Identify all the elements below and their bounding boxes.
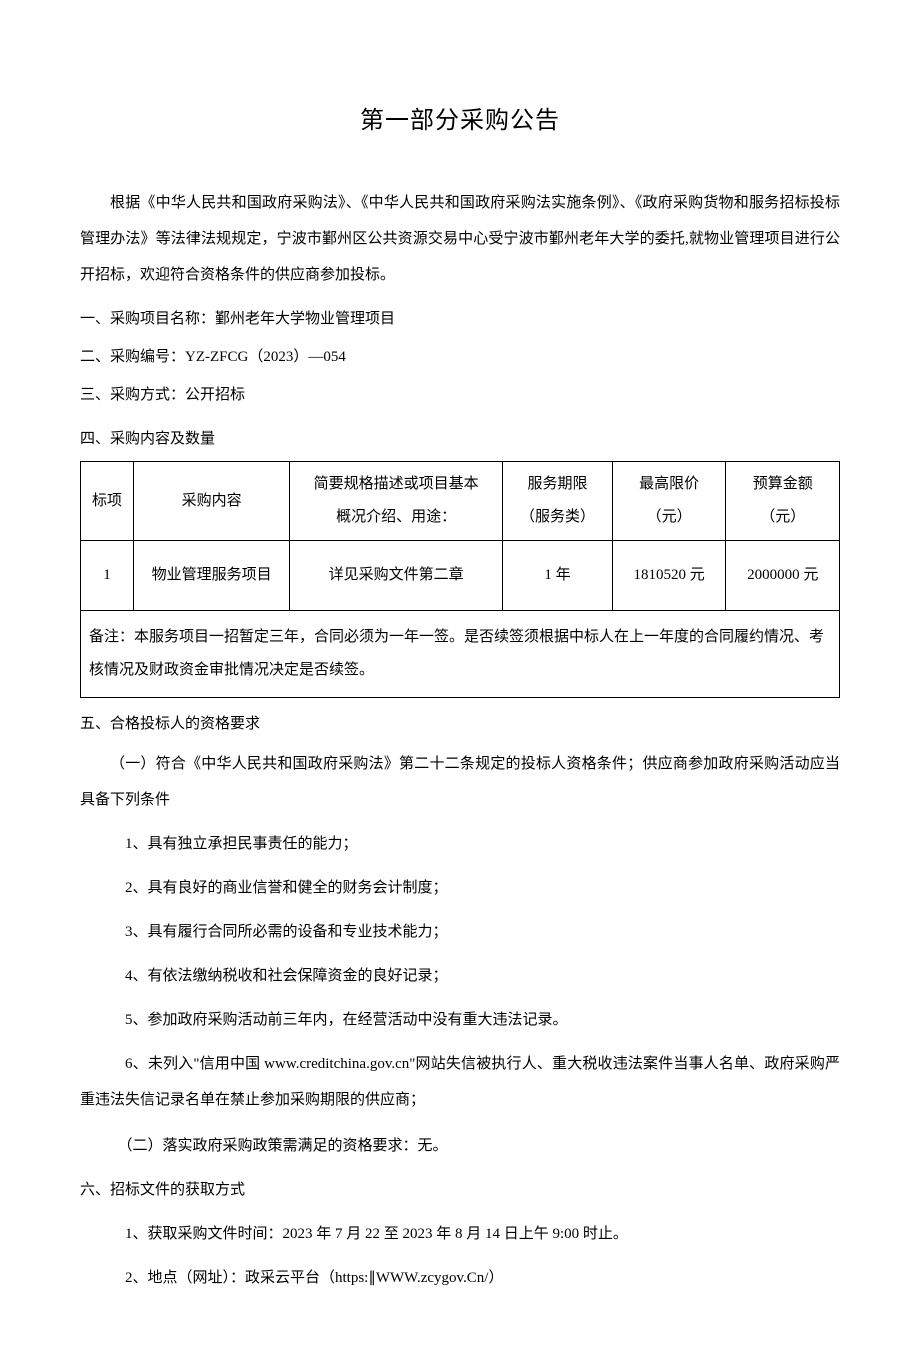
item-content-quantity-heading: 四、采购内容及数量: [80, 421, 840, 457]
cell-budget: 2000000 元: [726, 541, 840, 611]
section5-item-1: 1、具有独立承担民事责任的能力；: [80, 826, 840, 862]
section5-item-2: 2、具有良好的商业信誉和健全的财务会计制度；: [80, 870, 840, 906]
header-maxprice-line1: 最高限价: [639, 476, 699, 492]
section5-item-6: 6、未列入"信用中国 www.creditchina.gov.cn"网站失信被执…: [80, 1046, 840, 1118]
table-header-row: 标项 采购内容 简要规格描述或项目基本 概况介绍、用途： 服务期限 （服务类） …: [81, 462, 840, 541]
table-note-row: 备注：本服务项目一招暂定三年，合同必须为一年一签。是否续签须根据中标人在上一年度…: [81, 611, 840, 698]
intro-paragraph: 根据《中华人民共和国政府采购法》、《中华人民共和国政府采购法实施条例》、《政府采…: [80, 185, 840, 293]
section6-heading: 六、招标文件的获取方式: [80, 1172, 840, 1208]
cell-bid-item: 1: [81, 541, 134, 611]
section6-item-2: 2、地点（网址）：政采云平台（https:∥WWW.zcygov.Cn/）: [80, 1260, 840, 1296]
header-budget: 预算金额 （元）: [726, 462, 840, 541]
section5-item-4: 4、有依法缴纳税收和社会保障资金的良好记录；: [80, 958, 840, 994]
header-spec-line1: 简要规格描述或项目基本: [314, 476, 479, 492]
header-spec-line2: 概况介绍、用途：: [336, 509, 456, 525]
cell-content: 物业管理服务项目: [134, 541, 290, 611]
section5-item-3: 3、具有履行合同所必需的设备和专业技术能力；: [80, 914, 840, 950]
section5-sub1: （一）符合《中华人民共和国政府采购法》第二十二条规定的投标人资格条件；供应商参加…: [80, 746, 840, 818]
header-bid-item: 标项: [81, 462, 134, 541]
header-period-line2: （服务类）: [520, 509, 595, 525]
header-budget-line2: （元）: [760, 509, 805, 525]
header-budget-line1: 预算金额: [753, 476, 813, 492]
header-max-price: 最高限价 （元）: [612, 462, 726, 541]
cell-period: 1 年: [503, 541, 613, 611]
cell-note: 备注：本服务项目一招暂定三年，合同必须为一年一签。是否续签须根据中标人在上一年度…: [81, 611, 840, 698]
table-data-row: 1 物业管理服务项目 详见采购文件第二章 1 年 1810520 元 20000…: [81, 541, 840, 611]
section5-heading: 五、合格投标人的资格要求: [80, 706, 840, 742]
section6-item-1: 1、获取采购文件时间：2023 年 7 月 22 至 2023 年 8 月 14…: [80, 1216, 840, 1252]
header-service-period: 服务期限 （服务类）: [503, 462, 613, 541]
document-title: 第一部分采购公告: [80, 100, 840, 135]
procurement-table: 标项 采购内容 简要规格描述或项目基本 概况介绍、用途： 服务期限 （服务类） …: [80, 461, 840, 698]
header-period-line1: 服务期限: [527, 476, 587, 492]
section5-item-5: 5、参加政府采购活动前三年内，在经营活动中没有重大违法记录。: [80, 1002, 840, 1038]
header-content: 采购内容: [134, 462, 290, 541]
cell-spec: 详见采购文件第二章: [290, 541, 503, 611]
header-spec: 简要规格描述或项目基本 概况介绍、用途：: [290, 462, 503, 541]
section5-sub2: （二）落实政府采购政策需满足的资格要求：无。: [80, 1128, 840, 1164]
item-project-name: 一、采购项目名称：鄞州老年大学物业管理项目: [80, 301, 840, 337]
header-maxprice-line2: （元）: [647, 509, 692, 525]
item-procurement-method: 三、采购方式：公开招标: [80, 377, 840, 413]
item-procurement-number: 二、采购编号：YZ-ZFCG（2023）—054: [80, 339, 840, 375]
cell-max-price: 1810520 元: [612, 541, 726, 611]
